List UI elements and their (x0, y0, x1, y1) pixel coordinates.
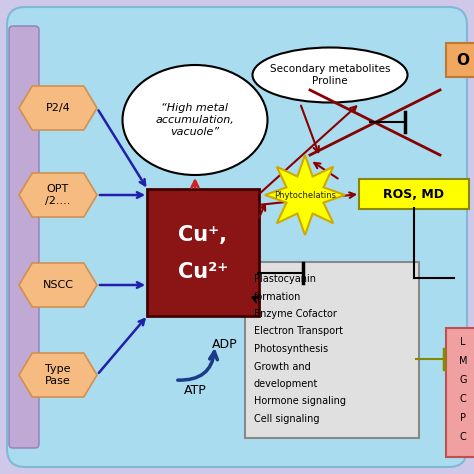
FancyBboxPatch shape (245, 262, 419, 438)
Polygon shape (265, 155, 345, 235)
Ellipse shape (122, 65, 267, 175)
Text: Hormone signaling: Hormone signaling (254, 396, 346, 407)
Text: P2/4: P2/4 (46, 103, 70, 113)
Polygon shape (19, 86, 97, 130)
Text: M: M (459, 356, 467, 366)
Text: ATP: ATP (183, 383, 206, 396)
Text: “High metal
accumulation,
vacuole”: “High metal accumulation, vacuole” (155, 103, 234, 137)
Polygon shape (19, 263, 97, 307)
Text: C: C (460, 394, 466, 404)
Text: ADP: ADP (212, 338, 238, 352)
FancyBboxPatch shape (446, 328, 474, 457)
FancyBboxPatch shape (359, 179, 469, 209)
Text: development: development (254, 379, 319, 389)
Text: formation: formation (254, 292, 301, 301)
FancyBboxPatch shape (147, 189, 259, 316)
Text: Secondary metabolites
Proline: Secondary metabolites Proline (270, 64, 390, 86)
FancyBboxPatch shape (9, 26, 39, 448)
Text: Plastocyanin: Plastocyanin (254, 274, 316, 284)
Text: ROS, MD: ROS, MD (383, 188, 445, 201)
Text: Cu²⁺: Cu²⁺ (178, 263, 228, 283)
Ellipse shape (253, 47, 408, 102)
Text: Type
Pase: Type Pase (45, 364, 71, 386)
Text: Growth and: Growth and (254, 362, 311, 372)
Text: O: O (456, 53, 470, 67)
Text: OPT
/2....: OPT /2.... (46, 184, 71, 206)
Polygon shape (19, 173, 97, 217)
Text: Cell signaling: Cell signaling (254, 414, 319, 424)
Text: G: G (459, 375, 467, 385)
FancyArrowPatch shape (178, 352, 218, 380)
FancyBboxPatch shape (446, 43, 474, 77)
Text: Cu⁺,: Cu⁺, (179, 225, 228, 245)
Text: P: P (460, 413, 466, 423)
Text: Phytochelatins: Phytochelatins (274, 191, 336, 200)
Text: Enzyme Cofactor: Enzyme Cofactor (254, 309, 337, 319)
Polygon shape (19, 353, 97, 397)
Text: L: L (460, 337, 466, 347)
Text: NSCC: NSCC (43, 280, 73, 290)
Text: C: C (460, 432, 466, 442)
FancyBboxPatch shape (7, 7, 467, 467)
Text: Photosynthesis: Photosynthesis (254, 344, 328, 354)
Text: Electron Transport: Electron Transport (254, 327, 343, 337)
